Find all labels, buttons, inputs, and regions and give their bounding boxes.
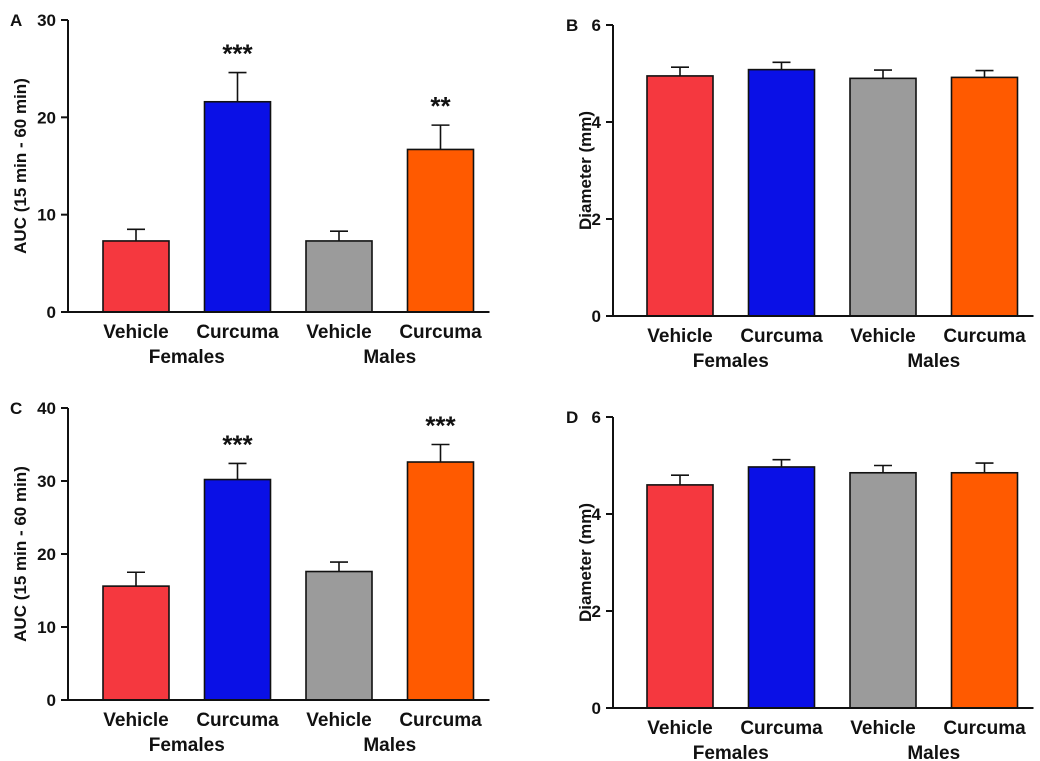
group-label: Males — [363, 347, 416, 368]
bar — [305, 240, 373, 313]
bar — [406, 461, 475, 701]
y-tick-label: 40 — [37, 399, 56, 418]
bar — [950, 471, 1019, 709]
x-tick-label: Curcuma — [943, 718, 1026, 739]
panel-label: D — [566, 408, 578, 427]
group-label: Males — [363, 735, 416, 756]
group-label: Females — [149, 735, 225, 756]
x-tick-label: Curcuma — [740, 326, 823, 347]
y-tick-label: 20 — [37, 108, 56, 127]
y-axis-label: AUC (15 min - 60 min) — [11, 78, 30, 254]
x-tick-label: Vehicle — [306, 710, 372, 731]
group-label: Females — [149, 347, 225, 368]
x-tick-label: Curcuma — [196, 322, 279, 343]
significance-label: *** — [222, 39, 253, 69]
bar — [646, 75, 714, 317]
significance-label: *** — [425, 411, 456, 441]
group-label: Males — [907, 351, 960, 372]
chart-panel-d: Vehicle Curcuma Vehicle Curcuma Females Males… — [566, 408, 1034, 761]
y-tick-label: 2 — [592, 210, 601, 229]
bar — [102, 240, 170, 313]
x-tick-label: Vehicle — [103, 322, 169, 343]
bar — [406, 148, 475, 313]
x-tick-label: Vehicle — [103, 710, 169, 731]
chart-panel-b: Vehicle Curcuma Vehicle Curcuma Females Males… — [566, 16, 1034, 372]
y-tick-label: 0 — [592, 307, 601, 326]
x-tick-label: Vehicle — [647, 326, 713, 347]
bar — [849, 471, 917, 709]
chart-panel-a: Vehicle *** Curcuma Vehicle ** Curcuma Females… — [10, 11, 490, 368]
bar — [203, 100, 272, 313]
y-tick-label: 30 — [37, 11, 56, 30]
bar — [747, 466, 816, 709]
x-tick-label: Vehicle — [647, 718, 713, 739]
panel-label: A — [10, 11, 22, 30]
bar — [950, 76, 1019, 317]
x-tick-label: Curcuma — [399, 710, 482, 731]
y-tick-label: 0 — [47, 303, 56, 322]
panel-label: C — [10, 399, 22, 418]
group-label: Females — [693, 351, 769, 372]
y-tick-label: 0 — [47, 691, 56, 710]
group-label: Males — [907, 743, 960, 761]
x-tick-label: Vehicle — [306, 322, 372, 343]
x-tick-label: Curcuma — [399, 322, 482, 343]
group-label: Females — [693, 743, 769, 761]
y-axis-label: AUC (15 min - 60 min) — [11, 466, 30, 642]
y-tick-label: 0 — [592, 699, 601, 718]
y-tick-label: 6 — [592, 16, 601, 35]
significance-label: ** — [430, 91, 451, 121]
panel-label: B — [566, 16, 578, 35]
y-tick-label: 30 — [37, 472, 56, 491]
y-tick-label: 10 — [37, 206, 56, 225]
bar — [203, 478, 272, 701]
bar — [747, 68, 816, 317]
y-tick-label: 10 — [37, 618, 56, 637]
bar — [849, 77, 917, 317]
chart-panel-c: Vehicle *** Curcuma Vehicle *** Curcuma Female… — [10, 399, 490, 756]
y-tick-label: 4 — [592, 113, 602, 132]
y-axis-label: Diameter (mm) — [576, 503, 595, 622]
y-tick-label: 4 — [592, 505, 602, 524]
y-axis-label: Diameter (mm) — [576, 111, 595, 230]
bar — [102, 585, 170, 701]
y-tick-label: 20 — [37, 545, 56, 564]
x-tick-label: Vehicle — [850, 718, 916, 739]
x-tick-label: Curcuma — [740, 718, 823, 739]
x-tick-label: Curcuma — [196, 710, 279, 731]
bar — [646, 484, 714, 709]
y-tick-label: 2 — [592, 602, 601, 621]
x-tick-label: Vehicle — [850, 326, 916, 347]
x-tick-label: Curcuma — [943, 326, 1026, 347]
bar — [305, 570, 373, 701]
significance-label: *** — [222, 429, 253, 459]
y-tick-label: 6 — [592, 408, 601, 427]
